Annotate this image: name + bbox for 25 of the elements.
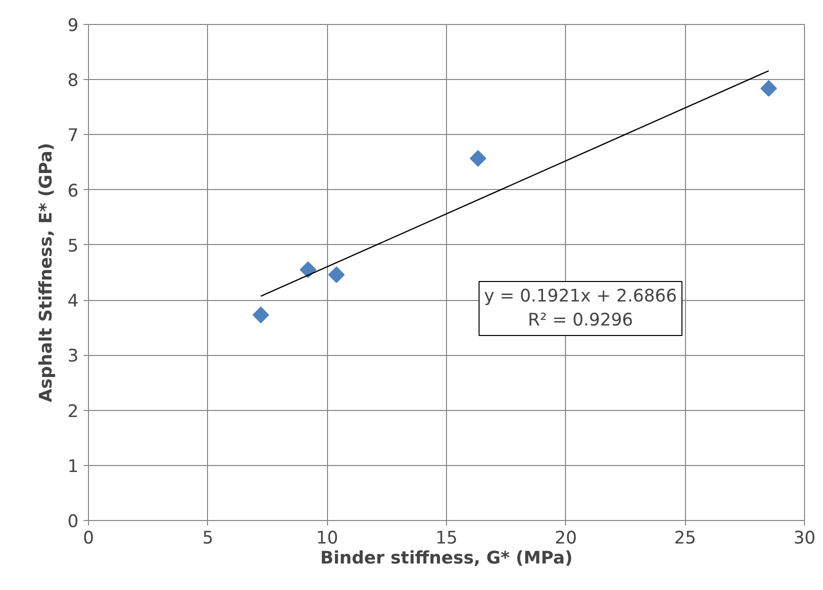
y-tick-label: 4 xyxy=(67,292,79,312)
x-tick-label: 20 xyxy=(554,528,577,548)
y-tick-label: 6 xyxy=(67,181,79,202)
y-tick-label: 5 xyxy=(67,236,79,256)
y-axis-title: Asphalt Stiffness, E* (GPa) xyxy=(36,142,56,402)
point xyxy=(760,80,777,97)
y-tick-label: 2 xyxy=(67,402,79,422)
y-tick-label: 3 xyxy=(67,346,79,367)
x-axis-title: Binder stiffness, G* (MPa) xyxy=(320,548,573,568)
y-tick-label: 0 xyxy=(67,512,79,532)
point xyxy=(470,150,486,167)
y-tick-label: 1 xyxy=(67,456,79,477)
annotation: y = 0.1921x + 2.6866 R² = 0.9296 xyxy=(484,286,677,330)
x-tick-label: 30 xyxy=(793,528,816,548)
y-tick-label: 9 xyxy=(67,16,79,36)
x-tick-label: 0 xyxy=(82,528,94,548)
x-tick-label: 5 xyxy=(202,528,214,548)
point xyxy=(300,261,316,278)
point xyxy=(252,306,270,324)
point xyxy=(328,266,345,283)
x-tick-label: 10 xyxy=(316,528,338,548)
x-tick-label: 25 xyxy=(674,528,696,548)
x-tick-label: 15 xyxy=(435,528,458,548)
y-tick-label: 8 xyxy=(67,71,79,92)
y-tick-label: 7 xyxy=(67,126,79,146)
